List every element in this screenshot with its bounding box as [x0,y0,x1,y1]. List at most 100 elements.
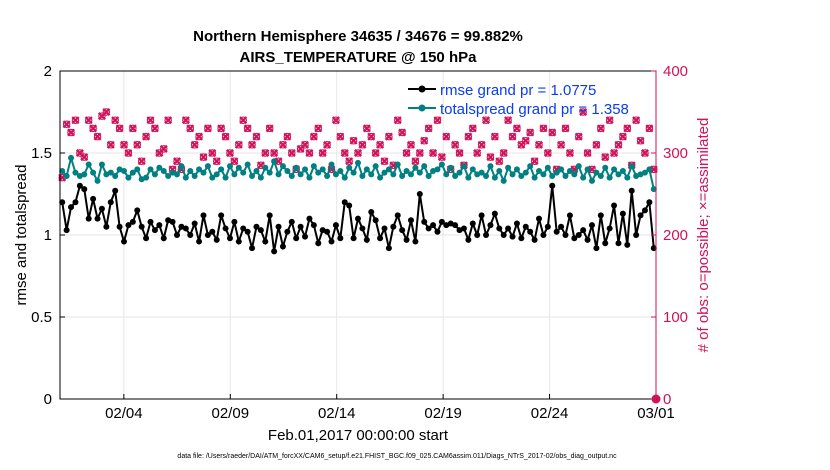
rmse-point [412,238,419,245]
y-right-tick-label: 400 [663,63,688,80]
rmse-point [403,236,410,243]
totalspread-point [85,161,92,168]
obs-possible-marker [579,108,587,116]
obs-possible-marker [146,116,155,124]
totalspread-point [646,166,653,173]
obs-possible-marker [499,149,508,157]
obs-assimilated-marker [451,140,460,149]
rmse-point [297,223,304,230]
totalspread-point [385,166,392,173]
totalspread-point [372,163,379,170]
axes-layer: 02/04 02/09 02/14 02/19 02/24 03/0100.511.520… [31,63,688,422]
rmse-point [491,210,498,217]
totalspread-point [306,174,313,181]
rmse-point [381,225,388,232]
obs-possible-marker [310,132,318,141]
obs-possible-marker [610,149,618,157]
rmse-point [90,195,97,202]
totalspread-point [571,171,578,178]
obs-assimilated-marker [579,108,588,116]
totalspread-point [200,169,207,176]
totalspread-point [602,164,609,171]
obs-assimilated-marker [632,116,641,125]
rmse-point [328,238,335,245]
totalspread-point [606,174,613,181]
obs-possible-marker [84,116,93,124]
obs-assimilated-marker [645,124,654,133]
obs-possible-marker [522,136,530,145]
totalspread-point [505,164,512,171]
obs-possible-marker [380,157,389,165]
obs-possible-marker [645,124,654,133]
obs-assimilated-marker [239,116,248,125]
totalspread-point [337,168,344,175]
totalspread-point [284,168,291,175]
rmse-point [363,236,370,243]
rmse-point [558,223,565,230]
obs-assimilated-marker [411,157,420,166]
obs-assimilated-marker [407,140,415,149]
series-layer [59,154,657,255]
obs-assimilated-marker [424,124,433,133]
totalspread-point [346,164,353,171]
obs-assimilated-marker [605,116,614,125]
totalspread-point [381,169,388,176]
totalspread-point [59,168,66,175]
rmse-point [469,220,476,227]
obs-assimilated-marker [120,140,128,149]
legend-spread-label: totalspread grand pr = 1.358 [440,101,629,118]
totalspread-point [491,174,498,181]
obs-possible-marker [323,141,331,149]
obs-assimilated-marker [274,157,283,166]
obs-assimilated-marker [482,116,491,125]
totalspread-point [235,164,242,171]
obs-possible-marker [548,128,557,137]
obs-possible-marker [358,141,367,149]
totalspread-point [566,168,573,175]
obs-possible-marker [296,145,305,153]
totalspread-point [173,171,180,178]
totalspread-point [531,174,538,181]
obs-assimilated-marker [195,132,204,141]
obs-possible-marker [398,128,406,137]
totalspread-point [68,154,75,161]
obs-possible-marker [71,116,80,124]
obs-assimilated-marker [354,149,362,157]
obs-possible-marker [182,116,190,124]
totalspread-point [363,166,370,173]
obs-possible-marker [385,132,393,141]
rmse-point [151,227,158,234]
totalspread-point [94,177,101,184]
obs-assimilated-marker [111,116,120,125]
rmse-point [597,212,604,219]
obs-possible-marker [376,141,384,149]
totalspread-point [460,163,467,170]
obs-possible-marker [190,141,199,149]
totalspread-point [416,169,423,176]
obs-assimilated-marker [323,140,332,149]
totalspread-point [487,163,494,170]
totalspread-point [160,168,167,175]
obs-assimilated-marker [614,140,623,149]
rmse-point [394,212,401,219]
obs-possible-marker [159,145,168,153]
totalspread-point [394,161,401,168]
totalspread-point [279,163,286,170]
totalspread-point [182,174,189,181]
obs-possible-marker [504,116,512,124]
y-axis-left-label: rmse and totalspread [13,165,30,306]
obs-assimilated-marker [164,116,173,125]
totalspread-point [147,166,154,173]
x-tick-label: 02/04 [105,405,143,422]
obs-assimilated-marker [468,124,477,133]
obs-possible-marker [367,132,375,141]
totalspread-point [540,171,547,178]
rmse-point [107,199,114,206]
totalspread-point [518,172,525,179]
totalspread-point [319,166,326,173]
totalspread-point [399,172,406,179]
rmse-point [531,236,538,243]
rmse-point [226,235,233,242]
rmse-point [522,223,529,230]
obs-possible-marker [433,116,442,124]
